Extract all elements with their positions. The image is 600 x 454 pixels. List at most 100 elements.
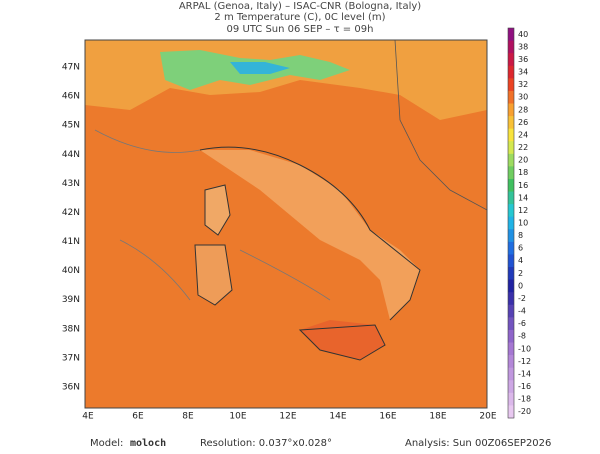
colorbar-segment [508, 355, 514, 369]
colorbar-label: 10 [518, 219, 528, 228]
colorbar-segment [508, 279, 514, 293]
colorbar-label: 22 [518, 143, 528, 152]
lat-label: 37N [62, 353, 80, 363]
map-frame [84, 39, 488, 409]
title-line: 2 m Temperature (C), 0C level (m) [214, 12, 385, 23]
colorbar-segment [508, 380, 514, 394]
map-field [84, 39, 488, 409]
colorbar-segment [508, 254, 514, 268]
model-label: Model: [90, 438, 123, 449]
lat-label: 43N [62, 179, 80, 189]
colorbar-segment [508, 103, 514, 117]
colorbar-label: 18 [518, 168, 528, 177]
colorbar-segment [508, 65, 514, 79]
lon-label: 4E [82, 412, 94, 422]
colorbar-label: 40 [518, 30, 528, 39]
lon-label: 14E [329, 412, 346, 422]
lat-label: 39N [62, 295, 80, 305]
analysis: Analysis: Sun 00Z06SEP2026 [405, 438, 551, 449]
colorbar-label: 2 [518, 269, 523, 278]
colorbar-segment [508, 166, 514, 180]
lat-label: 38N [62, 324, 80, 334]
colorbar-segment [508, 53, 514, 67]
colorbar-segment [508, 329, 514, 344]
lat-label: 40N [62, 266, 80, 276]
colorbar-segment [508, 267, 514, 281]
colorbar-label: 26 [518, 118, 528, 127]
title-line: 09 UTC Sun 06 SEP – τ = 09h [227, 24, 374, 35]
colorbar-segment [508, 40, 514, 54]
colorbar-segment [508, 90, 514, 104]
colorbar-segment [508, 216, 514, 230]
colorbar-label: -2 [518, 294, 526, 303]
colorbar-label: 6 [518, 244, 523, 253]
resolution: Resolution: 0.037°x0.028° [200, 438, 332, 449]
coastline [194, 146, 421, 361]
colorbar-segment [508, 204, 514, 218]
lon-label: 6E [132, 412, 144, 422]
colorbar-segment [508, 317, 514, 331]
colorbar-segment [508, 141, 514, 155]
colorbar-label: 32 [518, 80, 528, 89]
model-name: moloch [130, 438, 166, 449]
colorbar-label: 14 [518, 193, 528, 202]
colorbar-label: 30 [518, 93, 528, 102]
lat-label: 42N [62, 208, 80, 218]
zero-level-contour [94, 129, 331, 301]
colorbar-label: 4 [518, 256, 523, 265]
colorbar-label: 16 [518, 181, 528, 190]
colorbar-segment [508, 241, 514, 255]
colorbar-label: 12 [518, 206, 528, 215]
colorbar-segment [508, 292, 514, 306]
colorbar-label: 8 [518, 231, 523, 240]
lat-label: 41N [62, 237, 80, 247]
colorbar-label: 0 [518, 281, 523, 290]
colorbar-segment [508, 28, 514, 42]
colorbar-segment [508, 78, 514, 92]
colorbar-frame [507, 27, 515, 419]
lat-label: 36N [62, 383, 80, 393]
footer: Model: moloch Resolution: 0.037°x0.028° … [90, 438, 551, 449]
colorbar-label: 28 [518, 105, 528, 114]
colorbar-label: -4 [518, 307, 526, 316]
colorbar: 4038363432302826242220181614121086420-2-… [507, 27, 531, 419]
colorbar-label: -12 [518, 357, 531, 366]
colorbar-label: 24 [518, 130, 528, 139]
lon-label: 20E [479, 412, 496, 422]
lon-label: 12E [279, 412, 296, 422]
colorbar-segment [508, 229, 514, 243]
lat-label: 47N [62, 63, 80, 73]
colorbar-label: -18 [518, 395, 531, 404]
header: ARPAL (Genoa, Italy) – ISAC-CNR (Bologna… [179, 1, 421, 35]
alps-high [230, 62, 290, 74]
lat-label: 45N [62, 121, 80, 131]
lat-label: 44N [62, 150, 80, 160]
colorbar-label: 38 [518, 42, 528, 51]
colorbar-segment [508, 128, 514, 142]
colorbar-label: 36 [518, 55, 528, 64]
colorbar-segment [508, 392, 514, 406]
lon-label: 8E [182, 412, 194, 422]
colorbar-segment [508, 116, 514, 130]
lon-label: 16E [379, 412, 396, 422]
lon-label: 18E [429, 412, 446, 422]
colorbar-segment [508, 153, 514, 167]
colorbar-label: -8 [518, 332, 526, 341]
lat-label: 46N [62, 92, 80, 102]
colorbar-label: -6 [518, 319, 526, 328]
colorbar-label: 20 [518, 156, 528, 165]
latitude-labels: 47N 46N 45N 44N 43N 42N 41N 40N 39N 38N 37N 36N [62, 63, 80, 393]
colorbar-segment [508, 367, 514, 381]
colorbar-label: 34 [518, 68, 528, 77]
colorbar-segment [508, 304, 514, 318]
colorbar-label: -14 [518, 369, 531, 378]
lon-label: 10E [229, 412, 246, 422]
sardinia [195, 245, 232, 305]
colorbar-segment [508, 405, 514, 419]
title-line: ARPAL (Genoa, Italy) – ISAC-CNR (Bologna… [179, 1, 421, 12]
colorbar-label: -16 [518, 382, 531, 391]
colorbar-label: -10 [518, 344, 531, 353]
colorbar-segment [508, 191, 514, 205]
corsica [205, 185, 230, 235]
